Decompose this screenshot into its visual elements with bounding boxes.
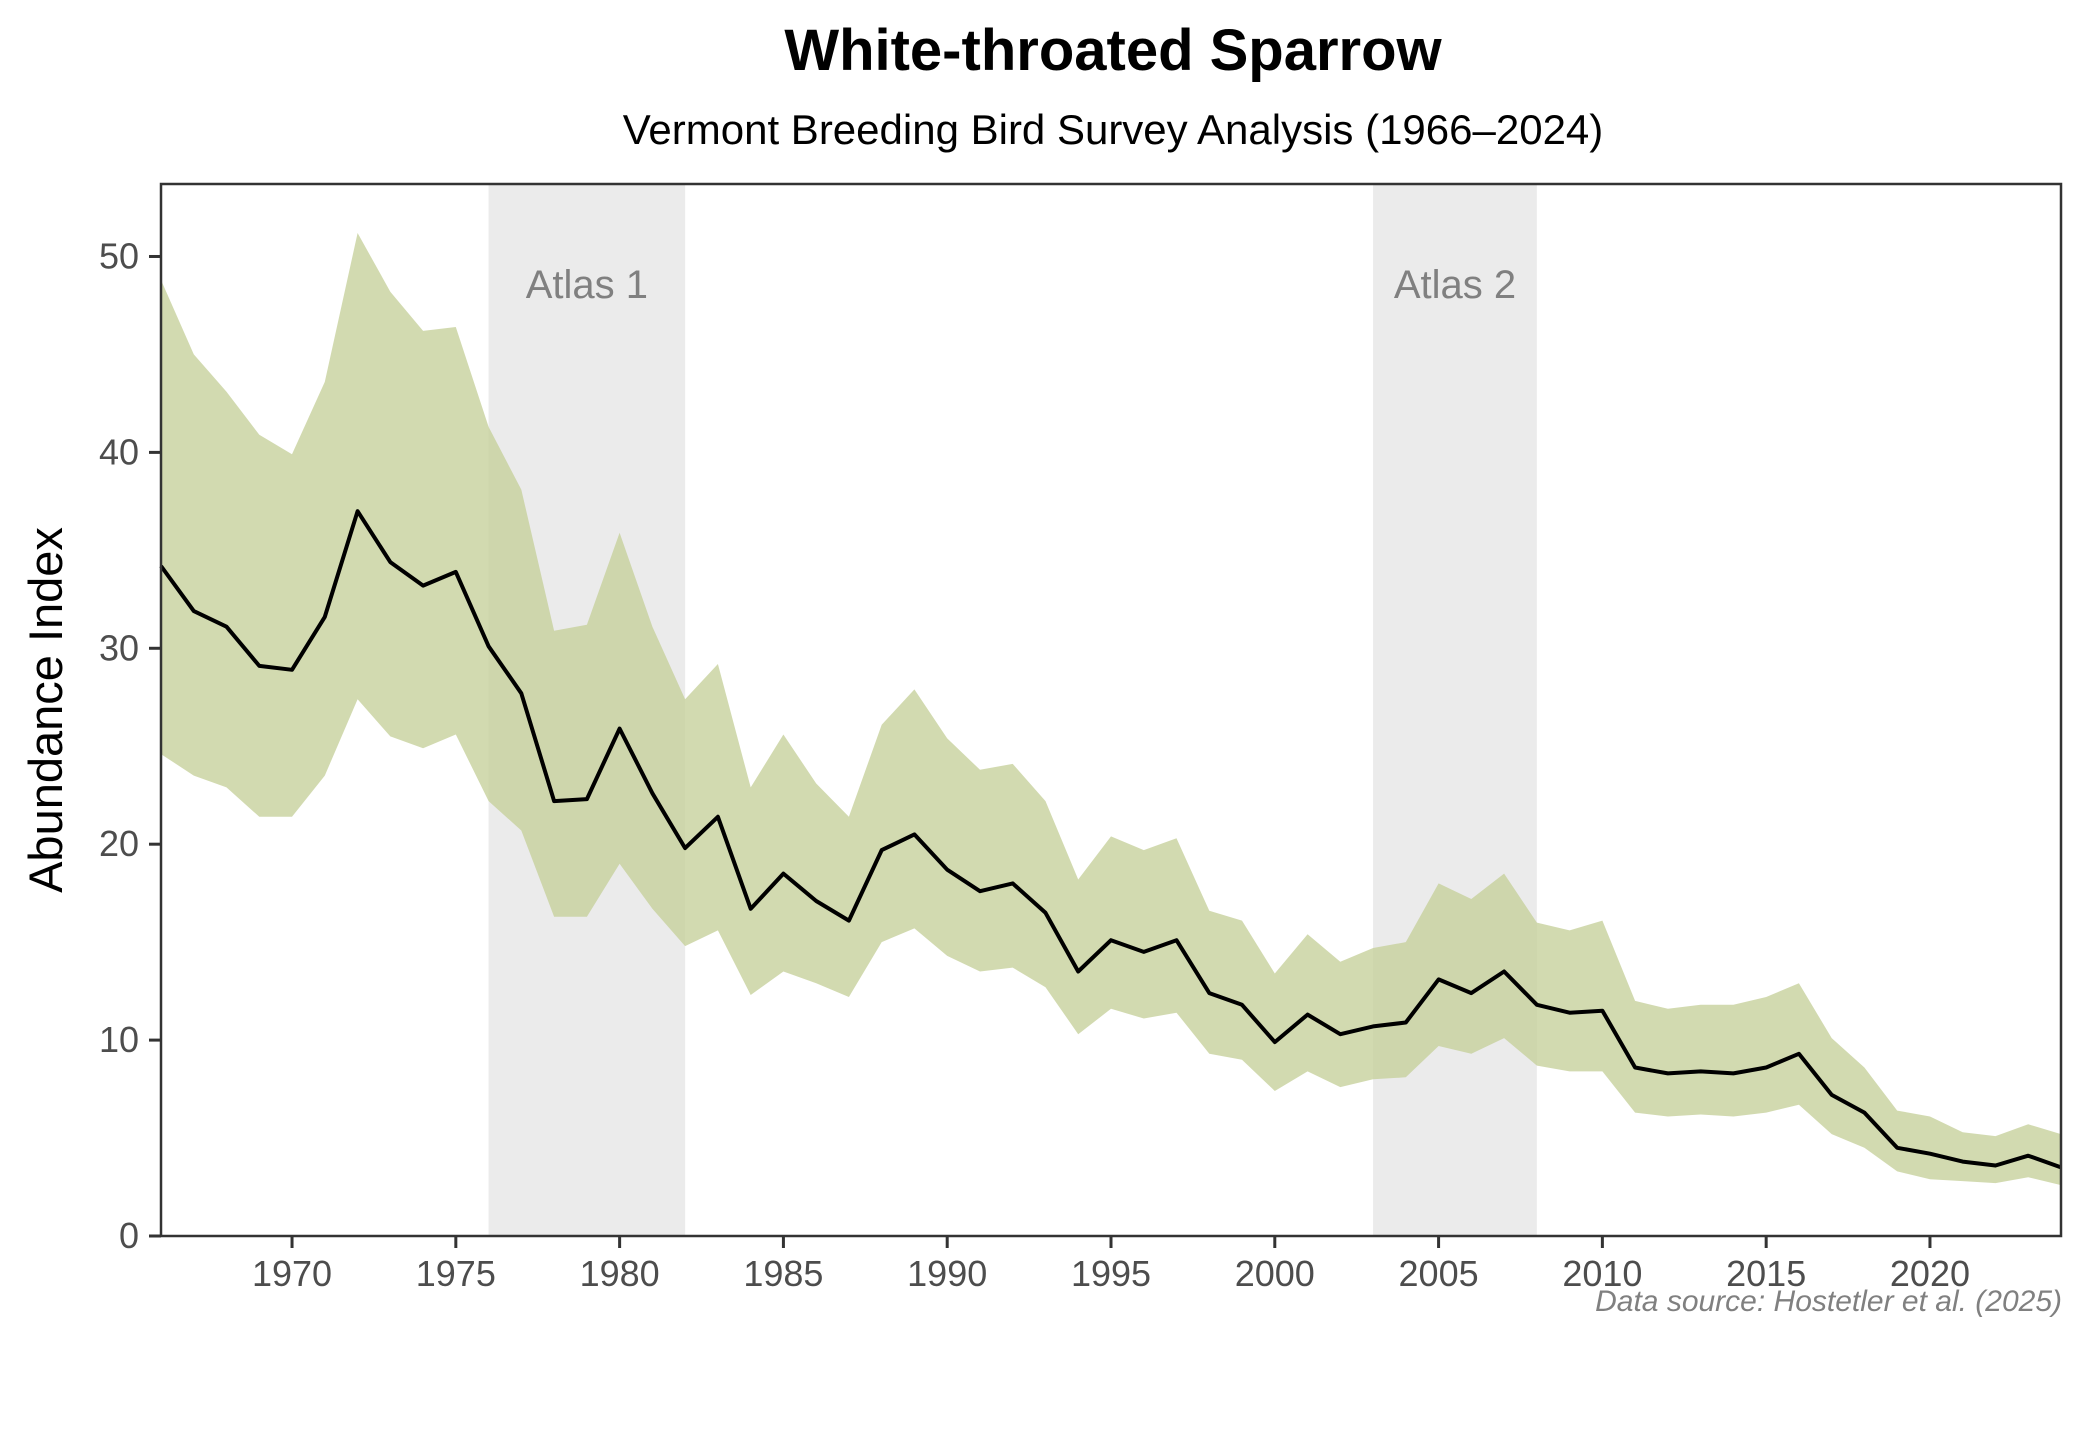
data-point-1991	[978, 889, 982, 893]
y-axis: 0 10 20 30 40 50	[99, 235, 161, 1256]
data-point-1976	[487, 644, 491, 648]
abundance-line	[159, 509, 2062, 1170]
data-point-1980	[618, 727, 622, 731]
x-tick-label: 1995	[1071, 1253, 1151, 1294]
y-tick-label: 50	[99, 235, 139, 276]
data-point-1989	[912, 832, 916, 836]
x-tick-label: 1985	[743, 1253, 823, 1294]
data-point-1995	[1109, 938, 1113, 942]
data-point-2002	[1338, 1032, 1342, 1036]
data-point-2015	[1764, 1066, 1768, 1070]
data-point-1985	[781, 872, 785, 876]
x-axis: 1970 1975 1980 1985 1990 1995 2000 2005 2010 2015…	[252, 1236, 1970, 1294]
x-tick-label: 2015	[1726, 1253, 1806, 1294]
y-tick-label: 0	[119, 1215, 139, 1256]
data-point-1998	[1207, 991, 1211, 995]
data-point-1990	[945, 868, 949, 872]
data-point-1973	[388, 560, 392, 564]
x-tick-label: 1990	[907, 1253, 987, 1294]
data-point-1966	[159, 564, 163, 568]
x-tick-label: 2005	[1399, 1253, 1479, 1294]
y-axis-label: Abundance Index	[19, 527, 72, 893]
data-point-2001	[1306, 1013, 1310, 1017]
data-point-2017	[1830, 1093, 1834, 1097]
data-point-1967	[192, 609, 196, 613]
data-point-2007	[1502, 970, 1506, 974]
data-point-1994	[1076, 970, 1080, 974]
data-source-note: Data source: Hostetler et al. (2025)	[1595, 1285, 2062, 1318]
data-point-1977	[519, 691, 523, 695]
confidence-band	[161, 233, 2061, 1186]
y-tick-label: 20	[99, 823, 139, 864]
y-tick-label: 40	[99, 431, 139, 472]
x-tick-label: 2000	[1235, 1253, 1315, 1294]
data-point-1979	[585, 797, 589, 801]
atlas-label-1: Atlas 1	[526, 263, 648, 307]
data-point-1969	[257, 664, 261, 668]
data-point-1997	[1175, 938, 1179, 942]
y-tick-label: 30	[99, 627, 139, 668]
data-point-2005	[1437, 977, 1441, 981]
data-point-2018	[1862, 1111, 1866, 1115]
data-point-1992	[1011, 881, 1015, 885]
data-point-1999	[1240, 1003, 1244, 1007]
data-point-1983	[716, 815, 720, 819]
x-tick-label: 1980	[580, 1253, 660, 1294]
x-tick-label: 2010	[1562, 1253, 1642, 1294]
atlas-period-2	[1373, 184, 1537, 1236]
data-point-2010	[1600, 1009, 1604, 1013]
data-point-2008	[1535, 1003, 1539, 1007]
data-point-1974	[421, 584, 425, 588]
data-point-2024	[2059, 1165, 2063, 1169]
data-point-1984	[749, 907, 753, 911]
data-point-1996	[1142, 950, 1146, 954]
data-point-2022	[1993, 1163, 1997, 1167]
data-point-2003	[1371, 1024, 1375, 1028]
data-point-2016	[1797, 1052, 1801, 1056]
data-point-2014	[1731, 1071, 1735, 1075]
data-point-2006	[1469, 991, 1473, 995]
data-point-2020	[1928, 1152, 1932, 1156]
data-point-2009	[1568, 1011, 1572, 1015]
chart-title: White-throated Sparrow	[784, 18, 1442, 83]
data-point-2013	[1699, 1069, 1703, 1073]
data-point-1982	[683, 846, 687, 850]
data-point-1968	[225, 625, 229, 629]
data-point-1975	[454, 570, 458, 574]
chart-subtitle: Vermont Breeding Bird Survey Analysis (1…	[623, 106, 1604, 153]
data-point-1978	[552, 799, 556, 803]
data-point-1988	[880, 848, 884, 852]
atlas-label-2: Atlas 2	[1394, 263, 1516, 307]
data-point-2019	[1895, 1146, 1899, 1150]
data-point-1970	[290, 668, 294, 672]
x-tick-label: 1975	[416, 1253, 496, 1294]
data-point-2004	[1404, 1020, 1408, 1024]
data-point-1981	[650, 791, 654, 795]
data-point-1971	[323, 615, 327, 619]
data-point-1986	[814, 899, 818, 903]
data-point-2011	[1633, 1066, 1637, 1070]
data-point-1993	[1043, 911, 1047, 915]
y-tick-label: 10	[99, 1019, 139, 1060]
data-point-2000	[1273, 1040, 1277, 1044]
data-point-1987	[847, 919, 851, 923]
data-point-1972	[356, 509, 360, 513]
data-point-2023	[2026, 1154, 2030, 1158]
x-tick-label: 1970	[252, 1253, 332, 1294]
data-point-2021	[1961, 1160, 1965, 1164]
x-tick-label: 2020	[1890, 1253, 1970, 1294]
data-point-2012	[1666, 1071, 1670, 1075]
